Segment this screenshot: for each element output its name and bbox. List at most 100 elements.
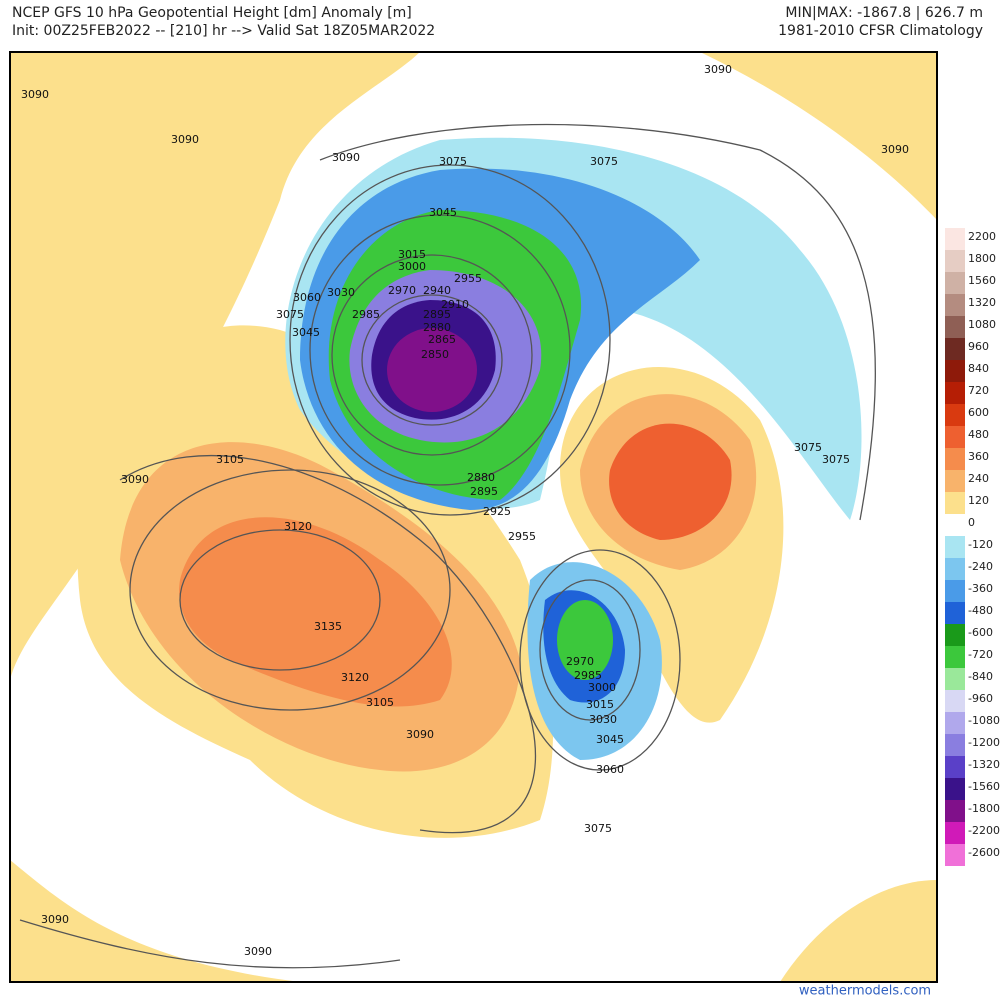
contour-label: 3090: [881, 143, 909, 156]
contour-label: 3075: [584, 822, 612, 835]
colorbar-label: -1800: [968, 802, 1000, 815]
contour-label: 2955: [454, 272, 482, 285]
contour-label: 3090: [406, 728, 434, 741]
colorbar-swatch: [945, 690, 965, 712]
contour-label: 3090: [332, 151, 360, 164]
colorbar-label: 360: [968, 450, 989, 463]
colorbar-swatch: [945, 448, 965, 470]
colorbar-label: -360: [968, 582, 993, 595]
colorbar-swatch: [945, 624, 965, 646]
contour-label: 3075: [794, 441, 822, 454]
colorbar-label: -1080: [968, 714, 1000, 727]
colorbar-swatch: [945, 734, 965, 756]
contour-label: 3120: [284, 520, 312, 533]
colorbar-swatch: [945, 822, 965, 844]
colorbar-label: -240: [968, 560, 993, 573]
colorbar-label: 2200: [968, 230, 996, 243]
contour-label: 3015: [586, 698, 614, 711]
contour-label: 3120: [341, 671, 369, 684]
colorbar-swatch: [945, 536, 965, 558]
contour-label: 2985: [352, 308, 380, 321]
colorbar-label: 1320: [968, 296, 996, 309]
contour-labels: 3090 3090 3090 3090 3090 3090 3090 3090 3090 3075…: [21, 63, 909, 958]
contour-label: 3105: [366, 696, 394, 709]
colorbar-swatch: [945, 712, 965, 734]
contour-label: 3045: [596, 733, 624, 746]
colorbar-swatch: [945, 404, 965, 426]
colorbar-label: 600: [968, 406, 989, 419]
contour-label: 3075: [439, 155, 467, 168]
title: NCEP GFS 10 hPa Geopotential Height [dm]…: [12, 5, 412, 21]
colorbar-swatch: [945, 382, 965, 404]
colorbar-label: 240: [968, 472, 989, 485]
contour-label: 2940: [423, 284, 451, 297]
colorbar-label: 1080: [968, 318, 996, 331]
colorbar-label: -1320: [968, 758, 1000, 771]
colorbar-swatch: [945, 668, 965, 690]
colorbar-swatch: [945, 228, 965, 250]
colorbar-swatch: [945, 844, 965, 866]
colorbar-label: -480: [968, 604, 993, 617]
contour-label: 3075: [590, 155, 618, 168]
contour-label: 2955: [508, 530, 536, 543]
colorbar-label: -960: [968, 692, 993, 705]
contour-label: 3090: [704, 63, 732, 76]
contour-label: 2910: [441, 298, 469, 311]
colorbar-swatch: [945, 558, 965, 580]
colorbar-swatch: [945, 360, 965, 382]
map-frame: [9, 51, 938, 983]
colorbar-swatch: [945, 580, 965, 602]
contour-label: 3105: [216, 453, 244, 466]
colorbar-label: 120: [968, 494, 989, 507]
colorbar-label: -1560: [968, 780, 1000, 793]
contour-label: 3090: [21, 88, 49, 101]
colorbar: 2200 1800 1560 1320 1080 960 840 720 600 480 360 24…: [945, 228, 1000, 866]
colorbar-label: 1800: [968, 252, 996, 265]
colorbar-label: 840: [968, 362, 989, 375]
colorbar-swatch: [945, 514, 965, 536]
contour-label: 3090: [41, 913, 69, 926]
colorbar-label: 1560: [968, 274, 996, 287]
colorbar-label: -2600: [968, 846, 1000, 859]
colorbar-label: -840: [968, 670, 993, 683]
contour-label: 3075: [276, 308, 304, 321]
credit: weathermodels.com: [799, 984, 931, 999]
contour-label: 2895: [423, 308, 451, 321]
map: [10, 52, 937, 982]
contour-label: 3135: [314, 620, 342, 633]
contour-label: 3075: [822, 453, 850, 466]
contour-label: 2970: [388, 284, 416, 297]
contour-label: 2895: [470, 485, 498, 498]
contour-label: 2925: [483, 505, 511, 518]
contour-label: 3000: [588, 681, 616, 694]
colorbar-label: 960: [968, 340, 989, 353]
contour-label: 3015: [398, 248, 426, 261]
colorbar-label: -1200: [968, 736, 1000, 749]
colorbar-swatch: [945, 272, 965, 294]
climatology: 1981-2010 CFSR Climatology: [778, 23, 983, 39]
contour-label: 3030: [589, 713, 617, 726]
colorbar-swatch: [945, 756, 965, 778]
colorbar-swatch: [945, 316, 965, 338]
contour-label: 3045: [429, 206, 457, 219]
contour-label: 3030: [327, 286, 355, 299]
colorbar-swatch: [945, 426, 965, 448]
contour-label: 2970: [566, 655, 594, 668]
contour-label: 2880: [423, 321, 451, 334]
colorbar-label: 0: [968, 516, 975, 529]
colorbar-swatch: [945, 294, 965, 316]
colorbar-swatch: [945, 492, 965, 514]
colorbar-swatch: [945, 338, 965, 360]
subtitle: Init: 00Z25FEB2022 -- [210] hr --> Valid…: [12, 23, 435, 39]
colorbar-label: -120: [968, 538, 993, 551]
contour-label: 2880: [467, 471, 495, 484]
colorbar-label: -720: [968, 648, 993, 661]
colorbar-label: -2200: [968, 824, 1000, 837]
colorbar-swatch: [945, 470, 965, 492]
contour-label: 3090: [244, 945, 272, 958]
contour-label: 2850: [421, 348, 449, 361]
contour-label: 2865: [428, 333, 456, 346]
colorbar-swatch: [945, 602, 965, 624]
